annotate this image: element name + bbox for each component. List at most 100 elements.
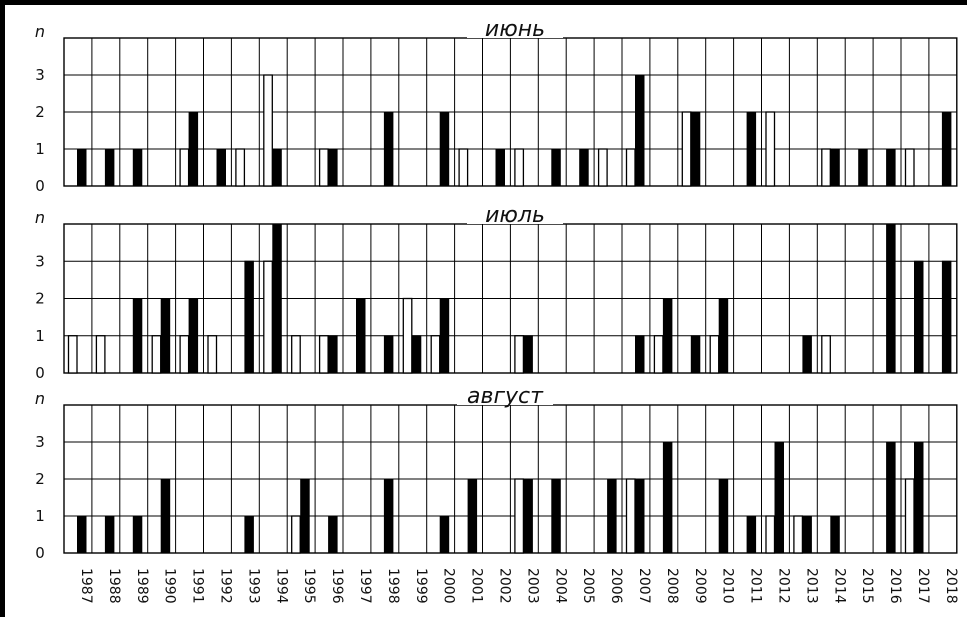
- y-axis-label: n: [35, 22, 45, 41]
- bar-white: [625, 478, 636, 554]
- x-tick-label: 2006: [608, 568, 624, 604]
- x-tick-label: 1999: [413, 568, 429, 604]
- title-backdrop: [467, 206, 563, 224]
- bar-white: [821, 148, 831, 187]
- bar-white: [67, 335, 78, 374]
- bar-black: [272, 223, 282, 374]
- bar-white: [263, 260, 273, 374]
- y-axis-label: n: [35, 389, 45, 408]
- bar-white: [793, 515, 804, 554]
- x-tick-label: 2001: [469, 568, 485, 604]
- bar-white: [709, 335, 720, 374]
- bar-black: [300, 478, 310, 554]
- bar-black: [495, 148, 505, 187]
- bar-black: [635, 478, 645, 554]
- bar-black: [160, 298, 171, 374]
- bar-white: [179, 335, 190, 374]
- x-tick-label: 1994: [273, 568, 289, 604]
- bar-black: [356, 298, 366, 374]
- bar-black: [216, 148, 226, 187]
- bar-white: [318, 335, 329, 374]
- bar-black: [718, 478, 729, 554]
- bar-black: [718, 298, 729, 374]
- x-tick-label: 2005: [580, 568, 596, 604]
- bar-black: [188, 298, 199, 374]
- bar-black: [830, 515, 840, 554]
- bar-black: [579, 148, 589, 187]
- bar-black: [328, 148, 338, 187]
- x-tick-label: 1995: [301, 568, 317, 604]
- bar-black: [858, 148, 868, 187]
- bar-white: [207, 335, 218, 374]
- bar-black: [104, 148, 115, 187]
- bar-black: [523, 478, 533, 554]
- bar-black: [774, 441, 784, 554]
- bar-black: [328, 335, 338, 374]
- bar-black: [383, 478, 394, 554]
- bar-black: [188, 111, 199, 187]
- bar-white: [458, 148, 469, 187]
- bar-black: [244, 260, 254, 374]
- bar-black: [746, 111, 757, 187]
- y-axis-label: n: [35, 208, 45, 227]
- bar-black: [439, 298, 450, 374]
- bar-white: [402, 297, 413, 374]
- title-backdrop: [457, 387, 553, 405]
- bar-white: [291, 335, 301, 374]
- bar-black: [690, 111, 701, 187]
- bar-black: [132, 298, 143, 374]
- x-tick-label: 1991: [190, 568, 206, 604]
- title-backdrop: [467, 20, 563, 38]
- bar-white: [514, 335, 525, 374]
- y-tick-label: 1: [35, 327, 45, 345]
- panel-title: июнь: [485, 17, 545, 42]
- bar-black: [635, 335, 645, 374]
- x-tick-label: 2018: [943, 568, 959, 604]
- x-tick-label: 1987: [78, 568, 94, 604]
- bar-black: [886, 223, 896, 374]
- y-tick-label: 2: [35, 470, 45, 488]
- bar-black: [886, 441, 896, 554]
- bar-black: [104, 515, 115, 554]
- bar-white: [151, 335, 162, 374]
- bar-white: [821, 335, 831, 374]
- x-tick-label: 2003: [524, 568, 540, 604]
- bar-black: [802, 335, 812, 374]
- y-tick-label: 3: [35, 66, 45, 84]
- bar-black: [132, 515, 143, 554]
- bar-black: [77, 515, 87, 554]
- bar-white: [318, 148, 329, 187]
- bar-black: [830, 148, 840, 187]
- bar-white: [681, 111, 692, 187]
- x-tick-label: 1993: [245, 568, 261, 604]
- bar-black: [467, 478, 478, 554]
- bar-black: [607, 478, 617, 554]
- x-tick-label: 2014: [831, 568, 847, 604]
- bar-black: [160, 478, 171, 554]
- bar-black: [439, 111, 450, 187]
- bar-black: [746, 515, 757, 554]
- bar-white: [235, 148, 246, 187]
- x-tick-label: 1990: [162, 568, 178, 604]
- x-tick-label: 2010: [720, 568, 736, 604]
- bar-white: [597, 148, 608, 187]
- bar-white: [179, 148, 190, 187]
- y-tick-label: 3: [35, 433, 45, 451]
- bar-black: [411, 335, 422, 374]
- bar-white: [904, 148, 915, 187]
- bar-black: [383, 335, 394, 374]
- x-tick-label: 2012: [775, 568, 791, 604]
- bar-black: [439, 515, 450, 554]
- x-tick-label: 2017: [915, 568, 931, 604]
- bar-white: [95, 335, 106, 374]
- bar-black: [328, 515, 338, 554]
- bar-black: [941, 111, 952, 187]
- bar-black: [662, 298, 673, 374]
- y-tick-label: 1: [35, 140, 45, 158]
- x-tick-label: 2004: [552, 568, 568, 604]
- y-tick-label: 0: [35, 177, 45, 195]
- bar-white: [514, 478, 525, 554]
- bar-white: [625, 148, 636, 187]
- bar-white: [765, 515, 776, 554]
